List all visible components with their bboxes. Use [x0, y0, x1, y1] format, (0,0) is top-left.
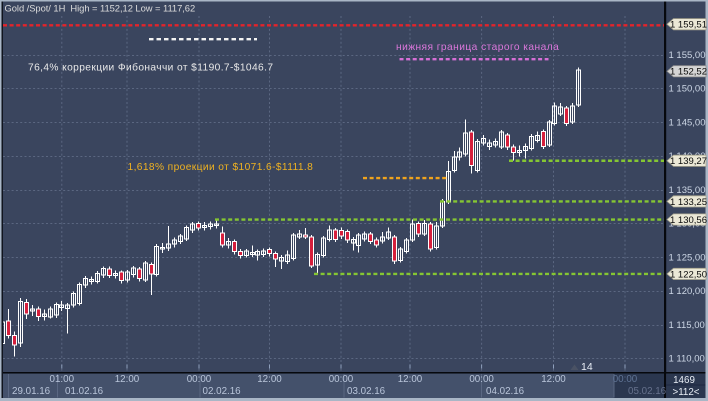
svg-text:1 120,00: 1 120,00	[669, 286, 706, 297]
svg-text:01.02.16: 01.02.16	[65, 386, 104, 397]
svg-text:00:00: 00:00	[187, 374, 212, 385]
svg-text:00:00: 00:00	[613, 374, 638, 385]
svg-text:12:00: 12:00	[398, 374, 423, 385]
svg-text:нижняя граница старого канала: нижняя граница старого канала	[396, 42, 559, 53]
svg-text:03.02.16: 03.02.16	[347, 386, 386, 397]
svg-text:1 152,52: 1 152,52	[670, 67, 707, 78]
svg-text:29.01.16: 29.01.16	[12, 386, 51, 397]
svg-text:1 115,00: 1 115,00	[669, 320, 705, 331]
svg-text:00:00: 00:00	[469, 374, 494, 385]
svg-text:05.02.16: 05.02.16	[628, 386, 667, 397]
svg-text:04.02.16: 04.02.16	[486, 386, 525, 397]
svg-text:1 125,00: 1 125,00	[669, 253, 706, 264]
svg-text:1469: 1469	[673, 375, 695, 386]
svg-text:Gold /Spot/ 1H High = 1152,12: Gold /Spot/ 1H High = 1152,12 Low = 1117…	[5, 3, 196, 14]
svg-text:1 139,27: 1 139,27	[670, 156, 707, 167]
svg-text:14: 14	[581, 361, 593, 373]
svg-text:1 130,56: 1 130,56	[670, 215, 707, 226]
svg-text:02.02.16: 02.02.16	[203, 386, 242, 397]
svg-text:1 145,00: 1 145,00	[669, 118, 706, 129]
svg-text:>112<: >112<	[672, 387, 699, 398]
svg-text:1 159,51: 1 159,51	[670, 20, 707, 31]
svg-text:01:00: 01:00	[50, 374, 75, 385]
svg-text:1 122,50: 1 122,50	[670, 269, 707, 280]
svg-text:12:00: 12:00	[257, 374, 282, 385]
svg-text:1 155,00: 1 155,00	[669, 50, 706, 61]
svg-text:12:00: 12:00	[541, 374, 566, 385]
svg-text:1 133,25: 1 133,25	[670, 197, 707, 208]
svg-text:1 150,00: 1 150,00	[669, 84, 706, 95]
svg-text:1,618% проекции от $1071.6-$11: 1,618% проекции от $1071.6-$1111.8	[128, 162, 314, 173]
svg-text:76,4% коррекции Фибоначчи от $: 76,4% коррекции Фибоначчи от $1190.7-$10…	[28, 62, 273, 74]
svg-text:00:00: 00:00	[329, 374, 354, 385]
svg-text:12:00: 12:00	[115, 374, 140, 385]
svg-text:1 135,00: 1 135,00	[669, 185, 706, 196]
svg-text:1 110,00: 1 110,00	[669, 354, 705, 365]
